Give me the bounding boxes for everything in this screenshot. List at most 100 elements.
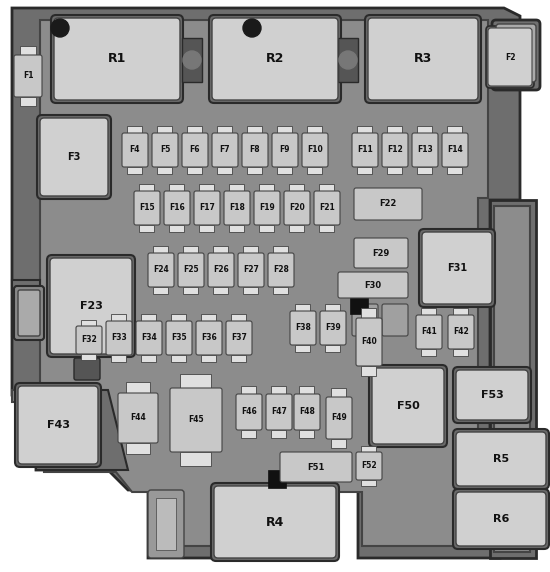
FancyBboxPatch shape	[492, 20, 540, 90]
Bar	[361, 366, 376, 376]
Text: F50: F50	[397, 401, 419, 411]
FancyBboxPatch shape	[50, 258, 132, 354]
Polygon shape	[12, 8, 520, 558]
FancyBboxPatch shape	[194, 191, 220, 225]
Text: F43: F43	[47, 420, 69, 430]
FancyBboxPatch shape	[448, 315, 474, 349]
FancyBboxPatch shape	[456, 492, 546, 546]
Bar	[259, 225, 274, 232]
Text: F53: F53	[481, 390, 503, 400]
Bar	[307, 126, 322, 133]
Text: F40: F40	[361, 337, 377, 347]
FancyBboxPatch shape	[456, 432, 546, 486]
FancyBboxPatch shape	[152, 133, 178, 167]
Text: F2: F2	[505, 53, 515, 62]
Bar	[331, 388, 346, 397]
Bar	[453, 349, 468, 356]
FancyBboxPatch shape	[284, 191, 310, 225]
FancyBboxPatch shape	[412, 133, 438, 167]
FancyBboxPatch shape	[224, 191, 250, 225]
Polygon shape	[494, 206, 530, 552]
FancyBboxPatch shape	[236, 394, 262, 430]
Bar	[126, 382, 150, 393]
FancyBboxPatch shape	[76, 326, 102, 354]
FancyBboxPatch shape	[15, 383, 101, 467]
Bar	[307, 167, 322, 174]
Bar	[295, 304, 310, 311]
Bar	[213, 287, 228, 294]
FancyBboxPatch shape	[47, 255, 135, 357]
Bar	[169, 184, 184, 191]
FancyBboxPatch shape	[136, 321, 162, 355]
FancyBboxPatch shape	[496, 24, 536, 82]
FancyBboxPatch shape	[148, 490, 184, 558]
FancyBboxPatch shape	[294, 394, 320, 430]
FancyBboxPatch shape	[178, 253, 204, 287]
Bar	[217, 167, 232, 174]
Bar	[153, 246, 168, 253]
FancyBboxPatch shape	[352, 304, 378, 336]
Bar	[81, 354, 96, 360]
FancyBboxPatch shape	[40, 118, 108, 196]
FancyBboxPatch shape	[372, 368, 444, 444]
Bar	[127, 167, 142, 174]
FancyBboxPatch shape	[302, 133, 328, 167]
Text: F25: F25	[183, 265, 199, 275]
FancyBboxPatch shape	[422, 232, 492, 304]
Bar	[243, 287, 258, 294]
FancyBboxPatch shape	[365, 15, 481, 103]
Bar	[271, 430, 286, 438]
FancyBboxPatch shape	[368, 18, 478, 100]
Bar	[81, 320, 96, 326]
Bar	[247, 167, 262, 174]
Text: F41: F41	[421, 328, 437, 336]
FancyBboxPatch shape	[196, 321, 222, 355]
Bar	[447, 167, 462, 174]
Bar	[187, 167, 202, 174]
Text: F31: F31	[447, 263, 467, 273]
Bar	[157, 126, 172, 133]
Bar	[299, 430, 314, 438]
Text: F46: F46	[241, 407, 257, 416]
Bar	[156, 498, 176, 550]
FancyBboxPatch shape	[268, 253, 294, 287]
FancyBboxPatch shape	[254, 191, 280, 225]
Text: R6: R6	[493, 514, 509, 524]
Text: F48: F48	[299, 407, 315, 416]
Bar	[180, 374, 211, 388]
Text: F36: F36	[201, 333, 217, 343]
FancyBboxPatch shape	[166, 321, 192, 355]
FancyBboxPatch shape	[134, 191, 160, 225]
Bar	[187, 126, 202, 133]
FancyBboxPatch shape	[212, 133, 238, 167]
FancyBboxPatch shape	[164, 191, 190, 225]
FancyBboxPatch shape	[290, 311, 316, 345]
Bar	[241, 386, 256, 394]
Bar	[183, 287, 198, 294]
Text: R2: R2	[266, 53, 284, 66]
Circle shape	[339, 51, 357, 69]
FancyBboxPatch shape	[382, 304, 408, 336]
FancyBboxPatch shape	[208, 253, 234, 287]
Text: F6: F6	[190, 145, 200, 154]
FancyBboxPatch shape	[37, 115, 111, 199]
Text: F16: F16	[169, 204, 185, 213]
Bar	[325, 345, 340, 352]
FancyBboxPatch shape	[320, 311, 346, 345]
FancyBboxPatch shape	[419, 229, 495, 307]
FancyBboxPatch shape	[266, 394, 292, 430]
FancyBboxPatch shape	[486, 26, 534, 88]
FancyBboxPatch shape	[214, 486, 336, 558]
Bar	[447, 126, 462, 133]
Bar	[361, 480, 376, 486]
Bar	[273, 287, 288, 294]
FancyBboxPatch shape	[356, 452, 382, 480]
Bar	[289, 184, 304, 191]
Text: F15: F15	[139, 204, 155, 213]
Bar	[331, 439, 346, 448]
Polygon shape	[338, 38, 358, 82]
Bar	[141, 355, 156, 362]
FancyBboxPatch shape	[14, 55, 42, 97]
Bar	[217, 126, 232, 133]
Bar	[139, 184, 154, 191]
